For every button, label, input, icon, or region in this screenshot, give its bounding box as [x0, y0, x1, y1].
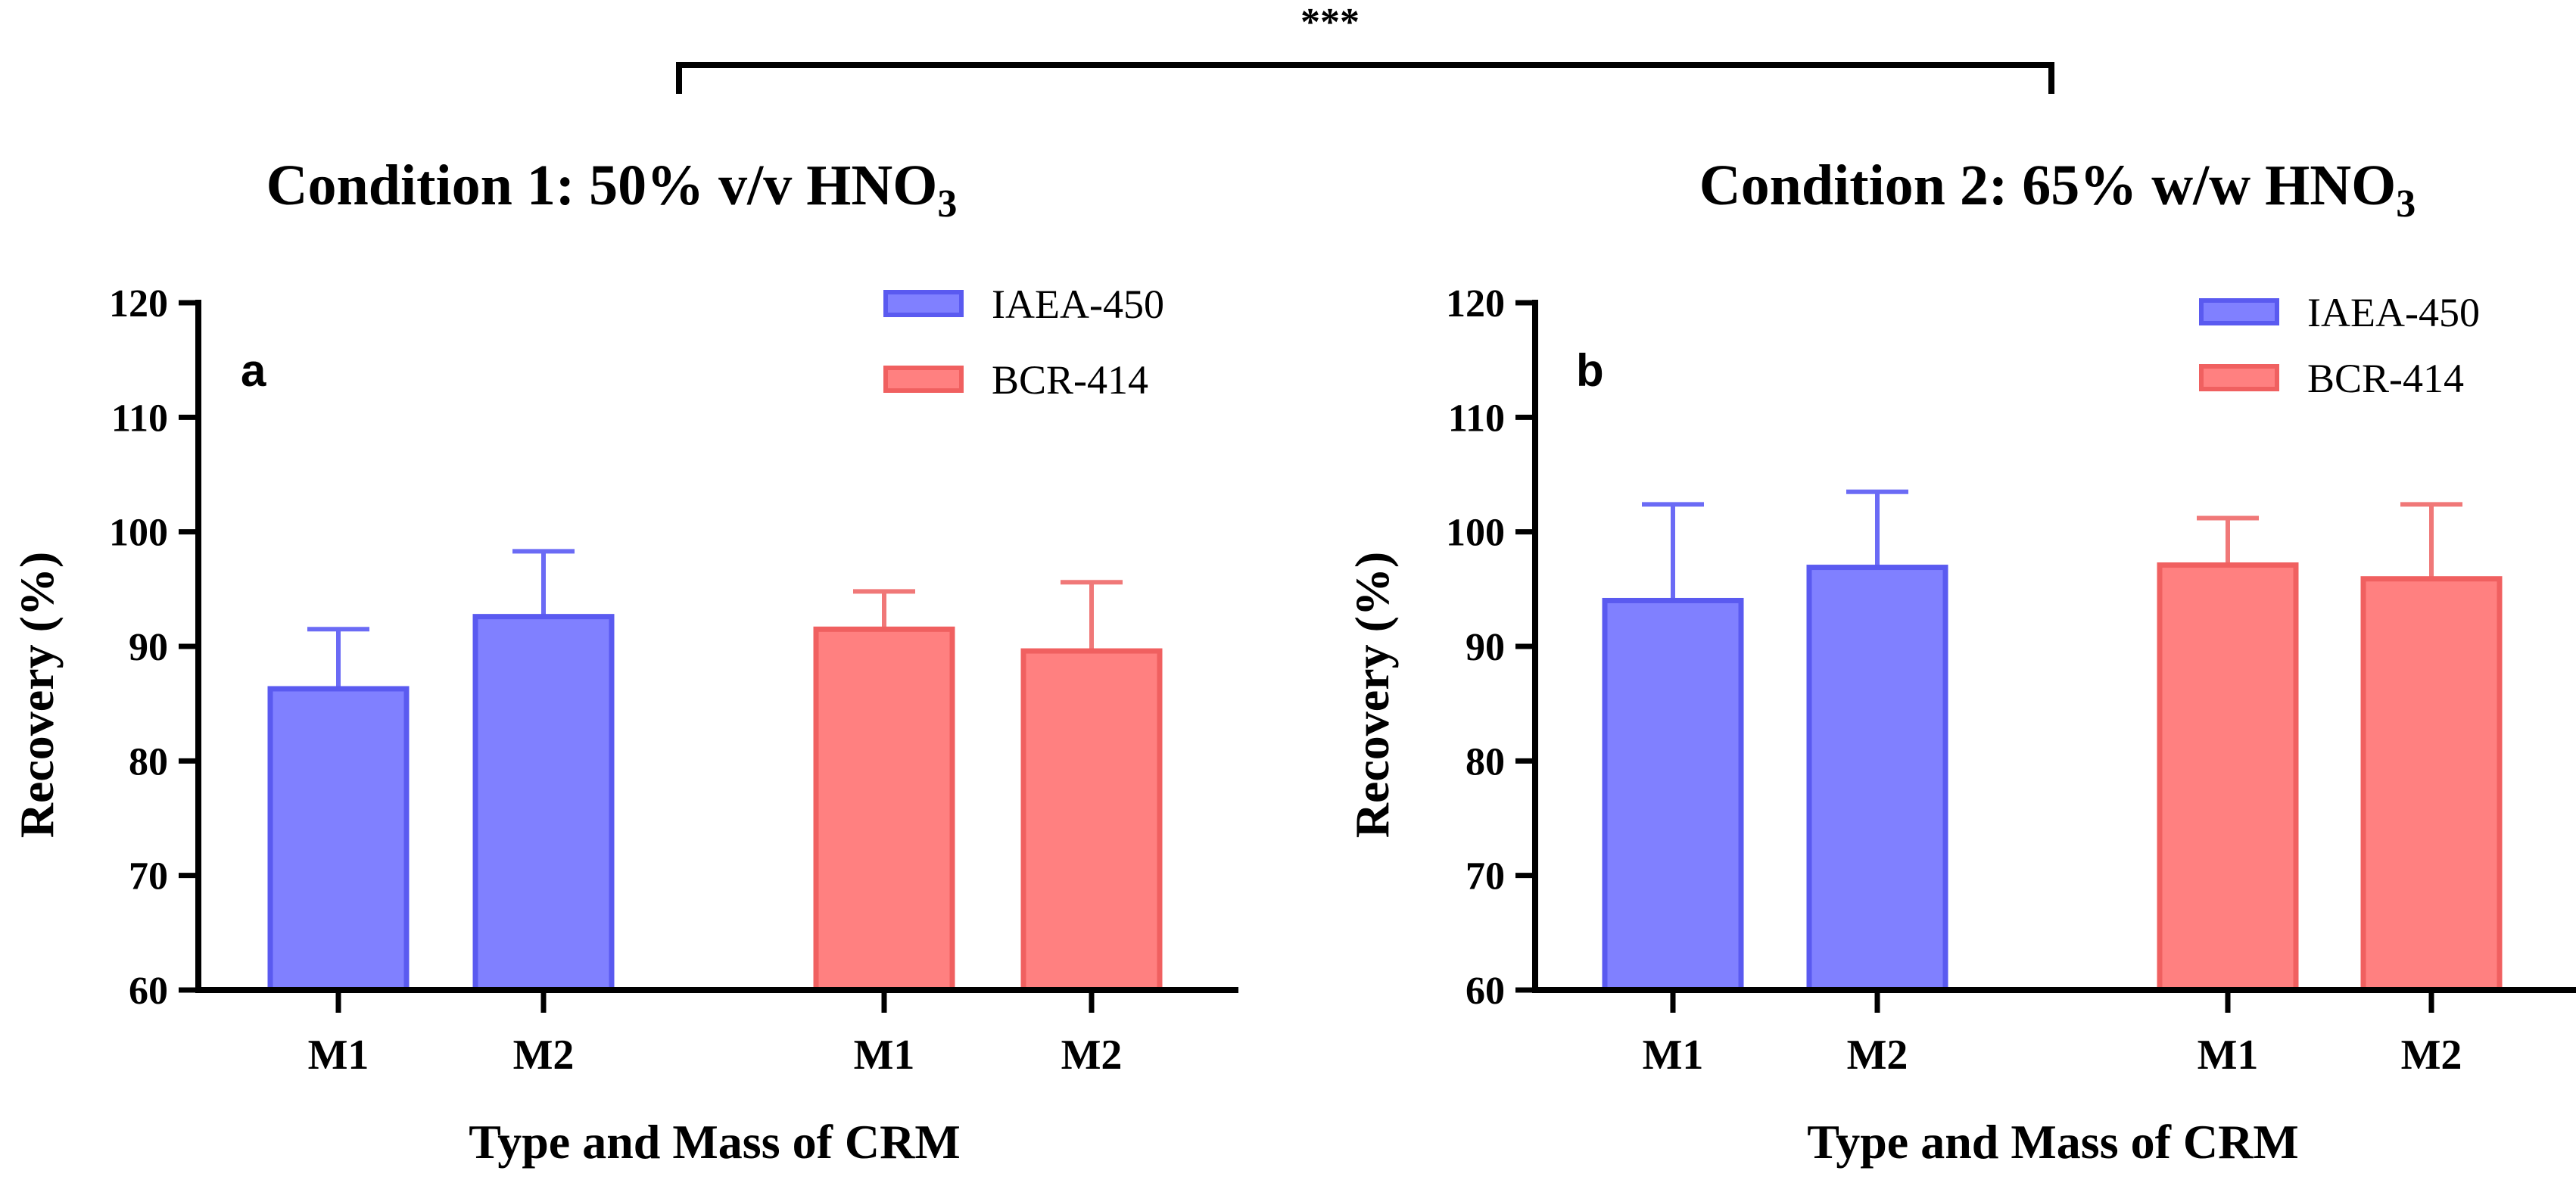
panel-a-x-axis: M1 M2 M1 M2	[195, 987, 1238, 1079]
panel-b-error-bar-1	[1642, 502, 1704, 601]
panel-b-error-bars	[1642, 489, 2462, 601]
panel-b-bar-bcr414-m2	[2360, 576, 2503, 993]
panel-a-y-tick-label-90: 90	[129, 626, 168, 669]
panel-b-label: b	[1576, 345, 1604, 396]
panel-b-y-tick-label-90: 90	[1466, 626, 1505, 669]
panel-b-x-tick-label-4: M2	[2401, 1032, 2462, 1079]
panel-a-error-bars	[307, 549, 1123, 689]
panel-b-y-tick-label-80: 80	[1466, 740, 1505, 783]
panel-a-bar-bcr414-m1	[813, 626, 955, 993]
panel-a-y-tick-label-60: 60	[129, 970, 168, 1013]
panel-b-x-axis: M1 M2 M1 M2	[1532, 987, 2576, 1079]
panel-b-legend-label-bcr414: BCR-414	[2307, 356, 2464, 401]
panel-b-y-axis: 60 70 80 90 100 110 120	[1446, 282, 1538, 1013]
panel-b-bar-bcr414-m1	[2157, 562, 2299, 993]
panel-b-y-tick-label-60: 60	[1466, 970, 1505, 1013]
panel-a-title-main: Condition 1: 50% v/v HNO	[266, 154, 938, 217]
panel-a-legend-swatch-iaea450	[883, 290, 964, 317]
panel-a-y-axis: 60 70 80 90 100 110 120	[109, 282, 201, 1013]
panel-b-bars	[1602, 562, 2503, 993]
panel-b-legend: IAEA-450 BCR-414	[2199, 290, 2480, 401]
panel-a-y-tick-label-120: 120	[109, 282, 168, 325]
panel-b-error-bar-2	[1846, 489, 1908, 568]
panel-b: Condition 2: 65% w/w HNO3 60 70 80 90 100 110…	[1345, 154, 2576, 1169]
panel-b-x-tick-label-1: M1	[1643, 1032, 1704, 1079]
significance-bracket-line	[676, 62, 2054, 94]
panel-a-title: Condition 1: 50% v/v HNO3	[266, 154, 958, 226]
panel-a-error-bar-1	[307, 627, 369, 689]
panel-a-error-bar-4	[1061, 580, 1123, 652]
panel-a: Condition 1: 50% v/v HNO3 60 70 80 90 100 110…	[10, 154, 1238, 1169]
panel-b-title-main: Condition 2: 65% w/w HNO	[1699, 154, 2397, 217]
panel-b-x-axis-title: Type and Mass of CRM	[1807, 1115, 2299, 1169]
panel-a-x-tick-label-4: M2	[1061, 1032, 1123, 1079]
panel-a-bar-iaea450-m1	[267, 686, 410, 993]
panel-b-title: Condition 2: 65% w/w HNO3	[1699, 154, 2416, 226]
panel-a-bars	[267, 614, 1163, 993]
panel-b-legend-label-iaea450: IAEA-450	[2307, 290, 2480, 335]
panel-b-bar-iaea450-m2	[1806, 565, 1948, 993]
panel-a-error-bar-3	[853, 589, 915, 630]
panel-a-bar-bcr414-m2	[1020, 648, 1163, 993]
panel-a-x-tick-label-3: M1	[854, 1032, 915, 1079]
panel-b-error-bar-3	[2197, 515, 2259, 565]
panel-a-y-tick-label-110: 110	[111, 397, 168, 440]
panel-b-y-axis-title: Recovery (%)	[1345, 552, 1399, 838]
panel-a-legend: IAEA-450 BCR-414	[883, 282, 1164, 403]
panel-a-legend-label-bcr414: BCR-414	[992, 357, 1148, 403]
panel-b-legend-swatch-bcr414	[2199, 364, 2279, 391]
panel-a-error-bar-2	[512, 549, 575, 617]
significance-bracket: ***	[676, 1, 2054, 94]
panel-a-x-axis-title: Type and Mass of CRM	[469, 1115, 961, 1169]
panel-b-error-bar-4	[2400, 502, 2462, 579]
panel-a-y-tick-label-100: 100	[109, 512, 168, 555]
panel-a-y-axis-title: Recovery (%)	[10, 552, 64, 838]
panel-b-x-tick-label-3: M1	[2198, 1032, 2259, 1079]
panel-a-title-subscript: 3	[937, 182, 957, 226]
panel-a-x-tick-label-1: M1	[308, 1032, 369, 1079]
panel-b-y-tick-label-100: 100	[1446, 512, 1505, 555]
panel-b-x-tick-label-2: M2	[1847, 1032, 1908, 1079]
panel-a-y-tick-label-80: 80	[129, 740, 168, 783]
panel-b-y-tick-label-120: 120	[1446, 282, 1505, 325]
panel-a-y-tick-label-70: 70	[129, 855, 168, 898]
panel-b-y-tick-label-70: 70	[1466, 855, 1505, 898]
panel-a-bar-iaea450-m2	[472, 614, 615, 993]
panel-b-legend-swatch-iaea450	[2199, 298, 2279, 325]
panel-a-label: a	[241, 345, 266, 396]
panel-a-x-tick-label-2: M2	[513, 1032, 575, 1079]
significance-label: ***	[1300, 1, 1360, 44]
panel-b-title-subscript: 3	[2396, 182, 2416, 226]
panel-b-y-tick-label-110: 110	[1448, 397, 1505, 440]
panel-a-legend-swatch-bcr414	[883, 366, 964, 393]
panel-b-bar-iaea450-m1	[1602, 597, 1744, 993]
panel-a-legend-label-iaea450: IAEA-450	[992, 282, 1164, 327]
